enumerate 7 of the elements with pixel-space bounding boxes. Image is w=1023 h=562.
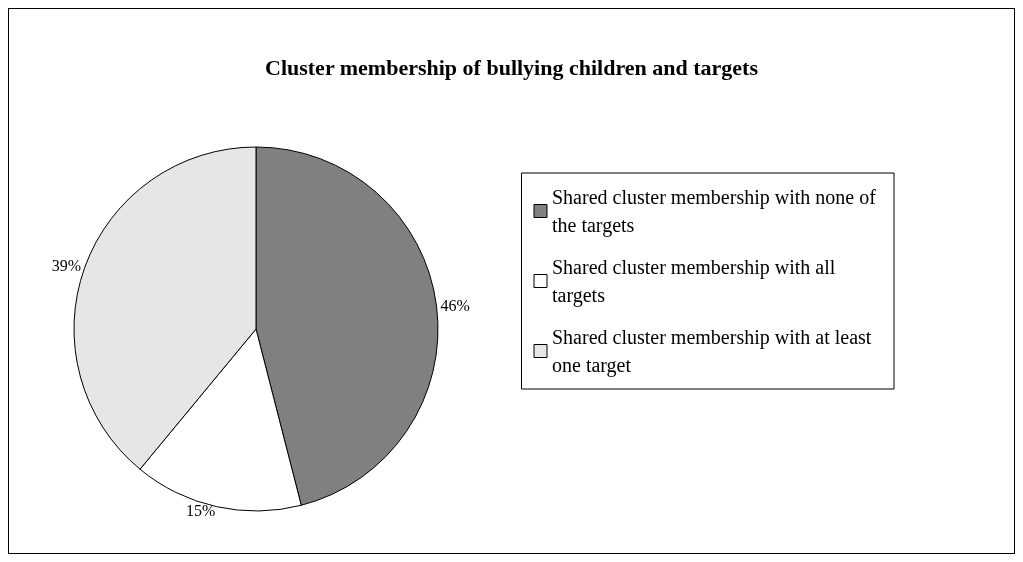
legend-label: Shared cluster membership with at least one target [552, 326, 877, 377]
data-label: 46% [440, 297, 470, 315]
data-label: 15% [186, 502, 216, 520]
chart-title: Cluster membership of bullying children and targets [265, 54, 759, 80]
data-label: 39% [51, 257, 81, 275]
legend-label: Shared cluster membership with all targets [552, 256, 841, 307]
legend-label: Shared cluster membership with none of the targets [552, 186, 881, 237]
